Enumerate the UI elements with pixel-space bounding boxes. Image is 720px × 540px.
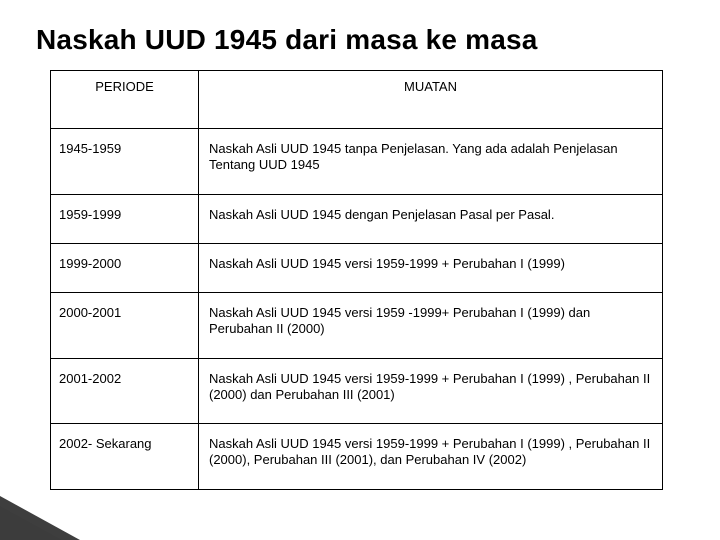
table-header-row: PERIODE MUATAN (51, 71, 663, 129)
col-header-muatan: MUATAN (199, 71, 663, 129)
cell-period: 2000-2001 (51, 293, 199, 359)
corner-decoration-dark (0, 496, 80, 540)
slide-container: Naskah UUD 1945 dari masa ke masa PERIOD… (0, 0, 720, 490)
table-row: 1999-2000 Naskah Asli UUD 1945 versi 195… (51, 243, 663, 292)
cell-period: 2001-2002 (51, 358, 199, 424)
cell-period: 1945-1959 (51, 129, 199, 195)
cell-period: 1959-1999 (51, 194, 199, 243)
table-row: 2002- Sekarang Naskah Asli UUD 1945 vers… (51, 424, 663, 490)
uud-periods-table: PERIODE MUATAN 1945-1959 Naskah Asli UUD… (50, 70, 663, 490)
page-title: Naskah UUD 1945 dari masa ke masa (36, 24, 684, 56)
cell-muatan: Naskah Asli UUD 1945 versi 1959-1999 + P… (199, 424, 663, 490)
table-row: 1945-1959 Naskah Asli UUD 1945 tanpa Pen… (51, 129, 663, 195)
cell-period: 1999-2000 (51, 243, 199, 292)
cell-muatan: Naskah Asli UUD 1945 versi 1959 -1999+ P… (199, 293, 663, 359)
cell-period: 2002- Sekarang (51, 424, 199, 490)
cell-muatan: Naskah Asli UUD 1945 versi 1959-1999 + P… (199, 243, 663, 292)
cell-muatan: Naskah Asli UUD 1945 tanpa Penjelasan. Y… (199, 129, 663, 195)
cell-muatan: Naskah Asli UUD 1945 dengan Penjelasan P… (199, 194, 663, 243)
col-header-periode: PERIODE (51, 71, 199, 129)
cell-muatan: Naskah Asli UUD 1945 versi 1959-1999 + P… (199, 358, 663, 424)
table-row: 1959-1999 Naskah Asli UUD 1945 dengan Pe… (51, 194, 663, 243)
table-row: 2001-2002 Naskah Asli UUD 1945 versi 195… (51, 358, 663, 424)
table-row: 2000-2001 Naskah Asli UUD 1945 versi 195… (51, 293, 663, 359)
